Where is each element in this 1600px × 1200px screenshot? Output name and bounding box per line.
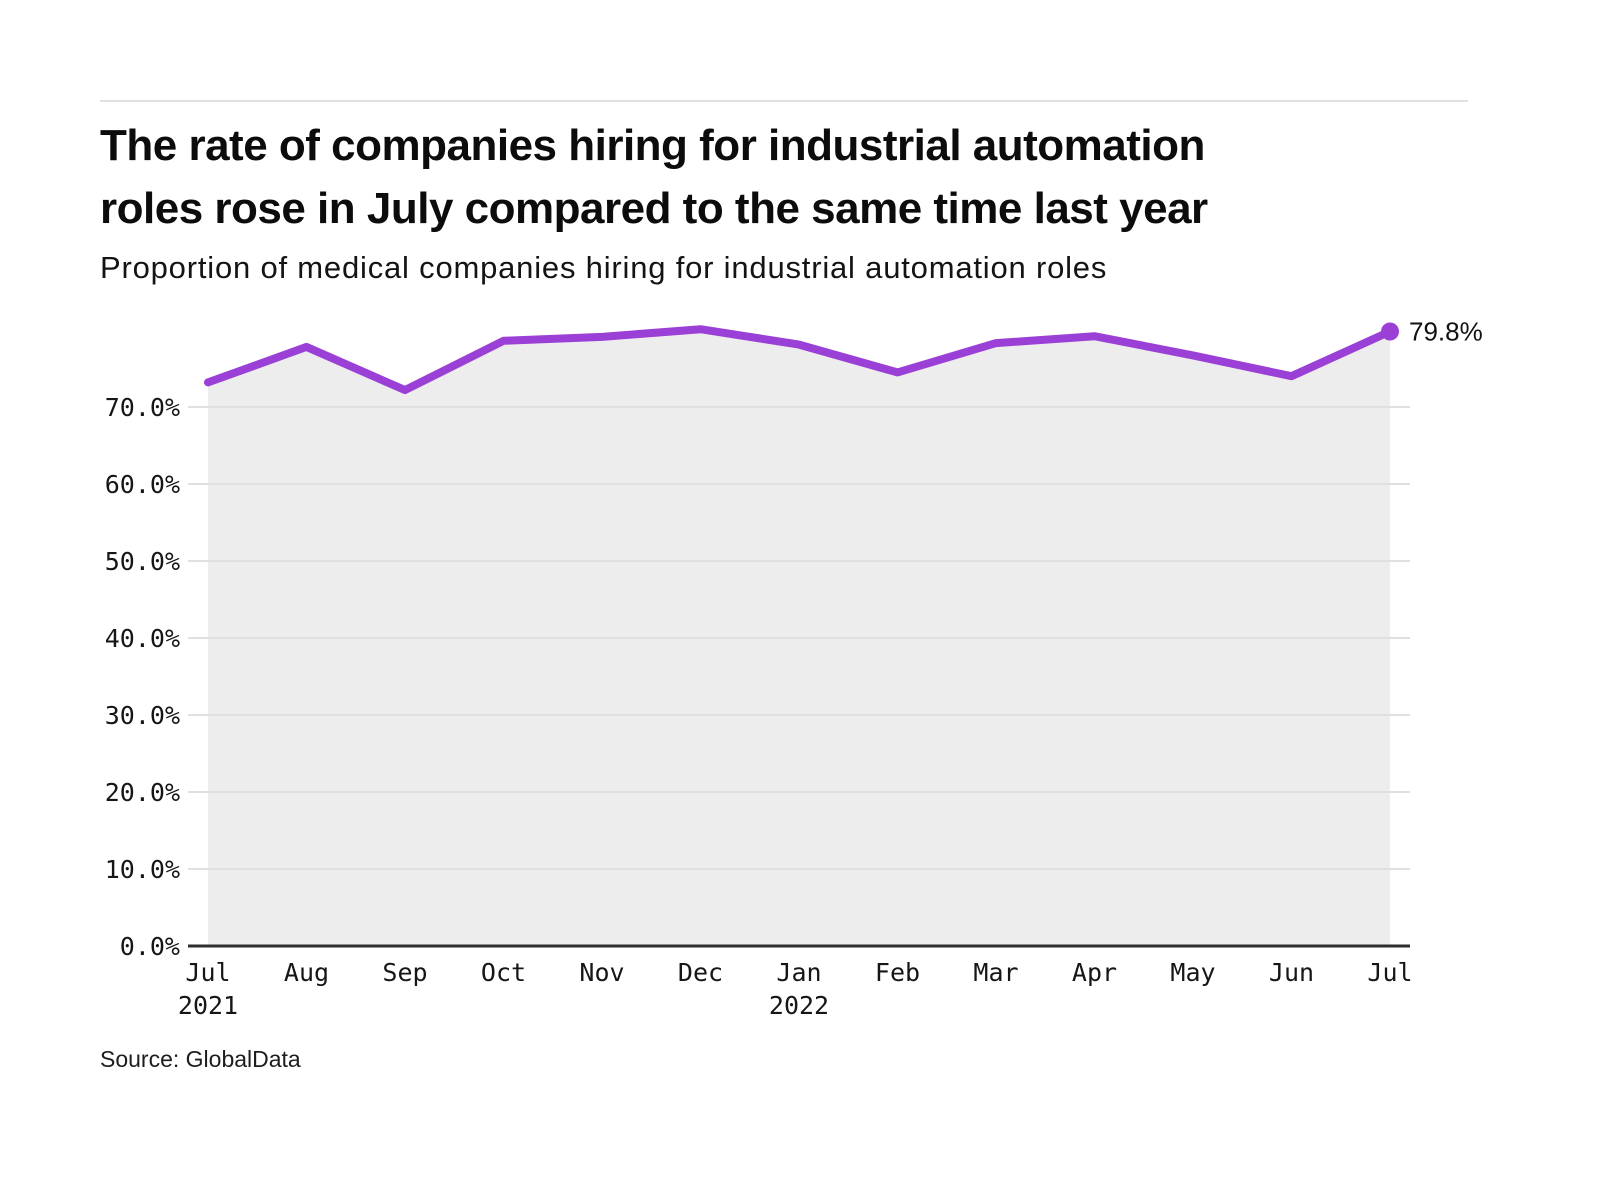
- x-tick-year-label: 2021: [178, 991, 238, 1020]
- x-tick-label: Jul: [1367, 958, 1412, 987]
- top-divider: [100, 100, 1468, 102]
- x-tick-label: Nov: [579, 958, 624, 987]
- last-point-label: 79.8%: [1409, 317, 1483, 347]
- chart-subtitle: Proportion of medical companies hiring f…: [100, 250, 1108, 285]
- x-tick-label: Feb: [875, 958, 920, 987]
- y-tick-label: 70.0%: [105, 393, 180, 422]
- x-tick-year-label: 2022: [769, 991, 829, 1020]
- x-tick-label: Dec: [678, 958, 723, 987]
- x-tick-label: Sep: [382, 958, 427, 987]
- x-tick-label: Apr: [1072, 958, 1117, 987]
- x-tick-label: Oct: [481, 958, 526, 987]
- x-tick-label: Jan: [776, 958, 821, 987]
- x-tick-label: May: [1170, 958, 1215, 987]
- y-tick-label: 30.0%: [105, 701, 180, 730]
- y-tick-label: 20.0%: [105, 778, 180, 807]
- chart-title-line-1: The rate of companies hiring for industr…: [100, 121, 1205, 170]
- x-tick-label: Jul: [185, 958, 230, 987]
- y-tick-label: 0.0%: [120, 932, 180, 961]
- source-caption: Source: GlobalData: [100, 1046, 301, 1072]
- chart-title-line-2: roles rose in July compared to the same …: [100, 184, 1208, 233]
- x-tick-label: Aug: [284, 958, 329, 987]
- series-line: [204, 325, 1394, 395]
- x-tick-label: Mar: [973, 958, 1018, 987]
- chart-title: The rate of companies hiring for industr…: [100, 114, 1208, 240]
- y-tick-label: 10.0%: [105, 855, 180, 884]
- last-point-marker: [1381, 322, 1399, 341]
- y-tick-label: 50.0%: [105, 547, 180, 576]
- y-tick-label: 60.0%: [105, 470, 180, 499]
- y-tick-label: 40.0%: [105, 624, 180, 653]
- x-tick-label: Jun: [1269, 958, 1314, 987]
